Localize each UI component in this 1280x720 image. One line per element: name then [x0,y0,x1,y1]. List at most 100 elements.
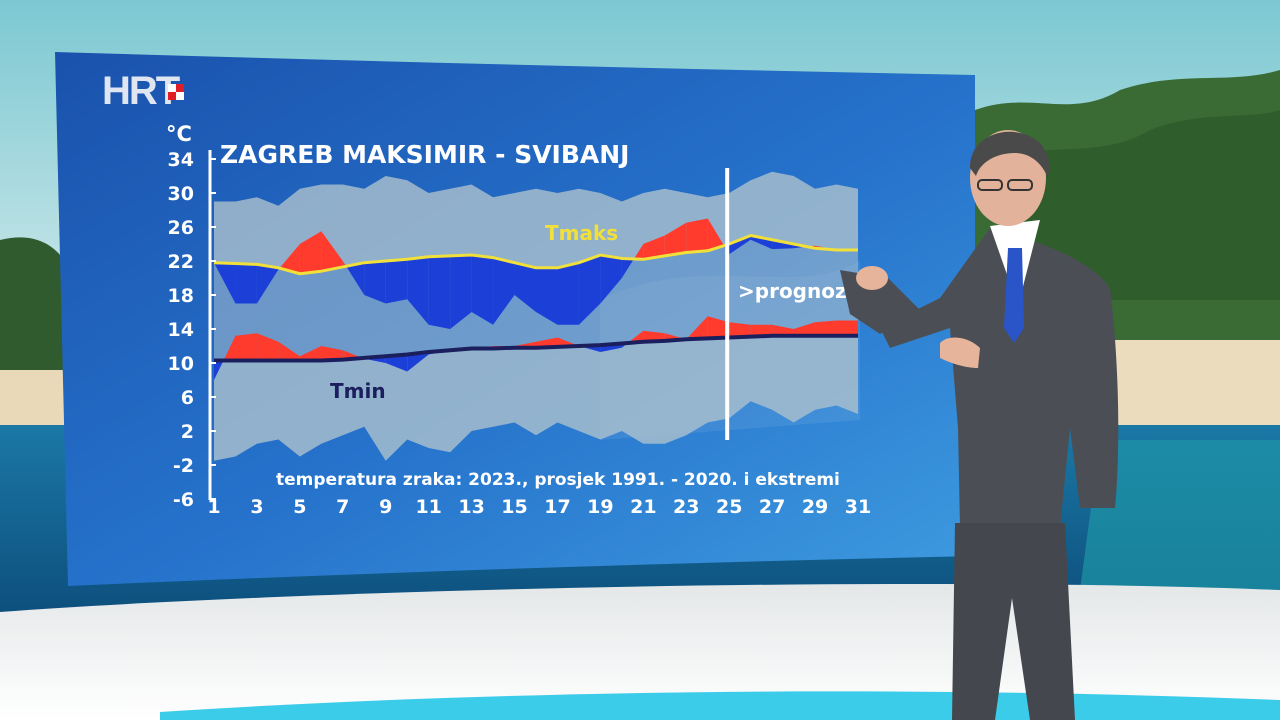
tmax-anomaly-cold-segment [600,255,622,304]
trees-right-shade [1000,110,1280,300]
chart-title: ZAGREB MAKSIMIR - SVIBANJ [220,140,630,169]
tmin-anomaly-warm-segment [643,330,665,342]
x-tick-label: 25 [716,496,742,518]
y-axis-unit: °C [166,122,192,146]
tmin-anomaly-warm-segment [627,330,644,343]
presenter-trousers [952,523,1075,720]
tmin-anomaly-warm-segment [750,324,773,337]
logo-check-white-2 [176,92,184,100]
tmax-anomaly-cold-segment [578,255,601,325]
tmax-anomaly-warm-segment [321,231,343,272]
y-tick-label: 10 [168,353,194,375]
tmax-anomaly-cold-segment [729,235,751,255]
tmax-anomaly-cold-segment [536,267,558,325]
glasses-right [1007,179,1033,191]
chart-footnote: temperatura zraka: 2023., prosjek 1991. … [276,470,840,490]
tmax-average-line [213,234,858,276]
forecast-label: >prognoza [738,279,860,303]
tmin-anomaly-warm-segment [223,335,236,361]
tmax-anomaly-cold-segment [557,262,579,325]
x-tick-label: 29 [802,496,828,518]
tmax-anomaly-cold-segment [385,259,408,304]
floor-light-strip [160,691,1280,720]
tmin-anomaly-warm-segment [299,346,322,361]
y-tick-label: -6 [173,489,194,511]
logo-check-red-2 [168,92,176,100]
tmin-anomaly-warm-segment [729,322,751,338]
tmax-anomaly-cold-segment [346,262,365,295]
y-tick-label: 6 [181,387,194,409]
tmax-anomaly-warm-segment [686,218,708,253]
tmin-anomaly-warm-segment [686,316,708,340]
logo-check-red [176,84,184,92]
record-min-band [214,335,858,461]
tmin-anomaly-warm-segment [256,333,279,361]
tmin-label: Tmin [330,379,386,403]
tmax-label: Tmaks [545,221,618,245]
tmin-average-line [214,333,858,363]
x-tick-label: 27 [759,496,785,518]
y-tick-label: 26 [168,217,194,239]
tmax-anomaly-cold-segment [471,255,494,325]
tmax-anomaly-warm-segment [664,222,687,256]
x-tick-label: 11 [415,496,441,518]
shallow-water [1080,440,1280,590]
tmax-anomaly-cold-segment [235,263,257,304]
tmax-anomaly-cold-segment [428,255,451,329]
tmax-anomaly-warm-segment [279,244,300,274]
tmin-anomaly-warm-segment [793,322,816,336]
x-tick-label: 9 [379,496,392,518]
y-tick-label: 22 [168,251,194,273]
tmin-anomaly-warm-segment [707,316,730,339]
x-tick-label: 3 [250,496,263,518]
presenter-jacket [880,228,1119,528]
tmin-anomaly-warm-segment [815,320,837,336]
tmin-anomaly-warm-segment [321,346,343,361]
y-tick-label: 14 [168,319,194,341]
tmax-anomaly-warm-segment [633,244,644,260]
hrt-logo: HRT [102,66,188,113]
tmax-anomaly-cold-segment [493,257,515,325]
presenter [840,130,1119,720]
tmax-anomaly-cold-segment [407,256,429,325]
tmax-anomaly-cold-segment [450,255,472,329]
tmax-anomaly-cold-segment [214,262,236,304]
x-tick-label: 13 [458,496,484,518]
tmax-anomaly-warm-segment [707,218,725,251]
tree-left [0,237,70,380]
y-tick-label: 34 [168,149,194,171]
x-tick-label: 1 [207,496,220,518]
tmax-anomaly-cold-segment [621,258,634,278]
x-tick-label: 17 [544,496,570,518]
glasses-left [977,179,1003,191]
tmax-anomaly-cold-segment [514,262,536,312]
tmin-anomaly-warm-segment [235,333,257,361]
presenter-left-hand [856,266,888,290]
y-tick-label: 18 [168,285,194,307]
tmin-anomaly-cold-segment [407,351,429,372]
x-tick-label: 23 [673,496,699,518]
x-tick-label: 19 [587,496,613,518]
y-tick-label: 30 [168,183,194,205]
tmax-anomaly-warm-segment [299,231,322,274]
x-tick-label: 21 [630,496,656,518]
tmax-anomaly-cold-segment [364,261,386,304]
presenter-tie [1004,248,1024,343]
y-tick-label: 2 [181,421,194,443]
tmax-anomaly-warm-segment [643,235,665,260]
tmin-anomaly-cold-segment [385,354,408,372]
tmax-anomaly-cold-segment [256,264,279,304]
x-tick-label: 7 [336,496,349,518]
y-tick-label: -2 [173,455,194,477]
logo-check-white [168,84,176,92]
tmin-anomaly-cold-segment [214,360,224,380]
x-tick-label: 31 [845,496,871,518]
presenter-right-hand [940,337,980,368]
x-tick-label: 5 [293,496,306,518]
presenter-hair [970,131,1050,178]
tmin-anomaly-warm-segment [278,341,300,361]
tmin-anomaly-warm-segment [836,320,858,336]
x-tick-label: 15 [501,496,527,518]
tmin-anomaly-warm-segment [772,324,794,336]
